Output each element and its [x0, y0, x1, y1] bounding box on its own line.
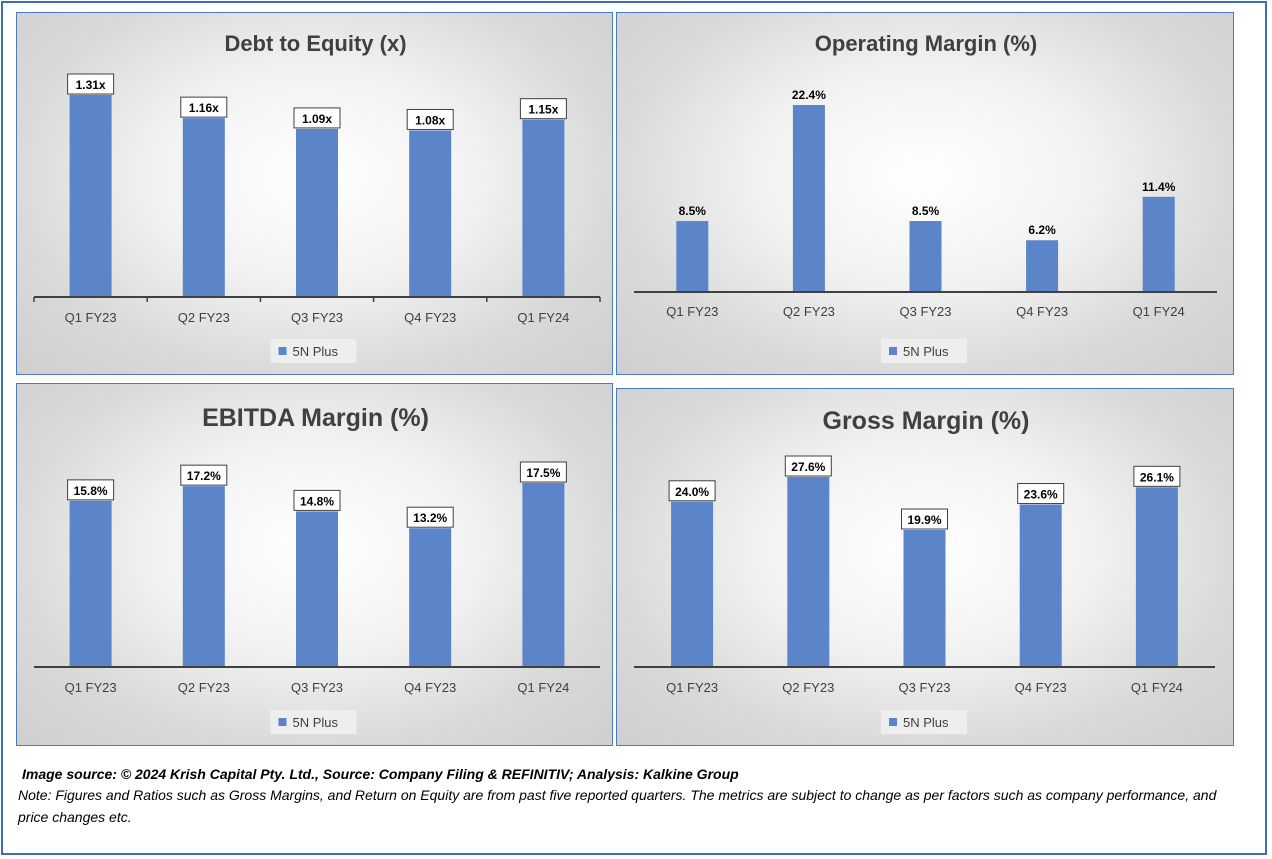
category-label: Q4 FY23 — [404, 310, 456, 325]
bar-q1-fy24 — [1135, 487, 1178, 667]
category-label: Q2 FY23 — [782, 680, 834, 695]
data-label: 1.31x — [76, 78, 106, 92]
bar-q3-fy23 — [903, 530, 946, 667]
category-label: Q4 FY23 — [1016, 304, 1068, 319]
bar-q1-fy23 — [676, 221, 709, 292]
data-label: 13.2% — [413, 511, 447, 525]
data-label: 22.4% — [792, 88, 826, 102]
category-label: Q1 FY23 — [666, 680, 718, 695]
data-label: 14.8% — [300, 494, 334, 508]
chart-title: Operating Margin (%) — [815, 31, 1037, 56]
category-label: Q2 FY23 — [178, 680, 230, 695]
data-label-box — [180, 464, 228, 486]
legend-label: 5N Plus — [903, 344, 949, 359]
data-label: 15.8% — [74, 484, 108, 498]
bar-q1-fy24 — [522, 483, 565, 667]
operating-margin-chart-panel: Operating Margin (%) 8.5% Q1 FY23 22.4% Q2 F… — [616, 12, 1234, 375]
bar-q1-fy24 — [522, 119, 565, 297]
data-label: 1.08x — [415, 113, 445, 127]
data-label-box — [1017, 483, 1065, 505]
legend-swatch — [889, 718, 897, 726]
data-label-box — [180, 96, 228, 118]
data-label: 1.09x — [302, 112, 332, 126]
category-label: Q3 FY23 — [291, 310, 343, 325]
data-label: 11.4% — [1142, 180, 1176, 194]
chart-title: Gross Margin (%) — [823, 407, 1030, 435]
bar-q3-fy23 — [296, 511, 338, 667]
legend-swatch — [889, 347, 897, 355]
data-label-box — [406, 506, 454, 528]
data-label: 24.0% — [675, 485, 709, 499]
data-label: 17.5% — [526, 466, 560, 480]
bar-q3-fy23 — [296, 128, 338, 297]
ebitda-margin-chart: EBITDA Margin (%) 15.8% Q1 FY23 17.2% Q2 FY2… — [34, 404, 600, 734]
bar-q3-fy23 — [909, 221, 942, 292]
data-label-box — [519, 461, 567, 483]
bar-q2-fy23 — [182, 486, 225, 667]
ebitda-margin-chart-panel: EBITDA Margin (%) 15.8% Q1 FY23 17.2% Q2 FY2… — [16, 383, 613, 746]
category-label: Q1 FY23 — [65, 680, 117, 695]
legend-label: 5N Plus — [903, 715, 949, 730]
gross-margin-chart: Gross Margin (%) 24.0% Q1 FY23 27.6% Q2 FY23… — [634, 407, 1215, 734]
bar-q4-fy23 — [1019, 504, 1062, 667]
data-label: 19.9% — [907, 513, 941, 527]
category-label: Q1 FY23 — [65, 310, 117, 325]
data-label-box — [67, 73, 115, 95]
bar-q4-fy23 — [409, 130, 452, 297]
bar-q2-fy23 — [792, 105, 825, 292]
legend-label: 5N Plus — [293, 344, 339, 359]
data-label-box — [67, 479, 115, 501]
bar-q4-fy23 — [1026, 240, 1059, 292]
category-label: Q1 FY24 — [517, 680, 569, 695]
category-label: Q2 FY23 — [178, 310, 230, 325]
data-label: 23.6% — [1024, 488, 1058, 502]
bar-q2-fy23 — [787, 477, 830, 667]
data-label-box — [406, 108, 454, 130]
bar-q1-fy23 — [69, 95, 112, 297]
category-label: Q3 FY23 — [899, 304, 951, 319]
bar-q1-fy23 — [671, 501, 714, 667]
bar-q1-fy23 — [69, 500, 112, 667]
category-label: Q1 FY24 — [1131, 680, 1183, 695]
note-text: Note: Figures and Ratios such as Gross M… — [18, 787, 1217, 825]
category-label: Q1 FY24 — [1133, 304, 1185, 319]
data-label: 1.15x — [528, 103, 558, 117]
data-label-box — [668, 480, 716, 502]
legend-swatch — [278, 718, 287, 726]
category-label: Q3 FY23 — [898, 680, 950, 695]
data-label: 8.5% — [679, 204, 707, 218]
category-label: Q3 FY23 — [291, 680, 343, 695]
bar-q4-fy23 — [409, 528, 452, 667]
data-label-box — [1133, 465, 1181, 487]
category-label: Q1 FY24 — [517, 310, 569, 325]
category-label: Q4 FY23 — [404, 680, 456, 695]
legend-swatch — [278, 347, 287, 355]
data-label: 8.5% — [912, 204, 940, 218]
bar-q2-fy23 — [182, 118, 225, 298]
data-label: 6.2% — [1028, 223, 1056, 237]
footer-notes: Image source: © 2024 Krish Capital Pty. … — [18, 764, 1248, 828]
debt-to-equity-chart: Debt to Equity (x) 1.31x Q1 FY23 1.16x Q2 FY… — [33, 31, 601, 363]
data-label-box — [293, 489, 341, 511]
operating-margin-chart: Operating Margin (%) 8.5% Q1 FY23 22.4% Q2 F… — [634, 31, 1217, 363]
image-source-text: Image source: © 2024 Krish Capital Pty. … — [22, 766, 739, 782]
data-label: 27.6% — [791, 460, 825, 474]
legend-label: 5N Plus — [293, 715, 339, 730]
chart-title: EBITDA Margin (%) — [202, 404, 429, 432]
debt-to-equity-chart-panel: Debt to Equity (x) 1.31x Q1 FY23 1.16x Q2 FY… — [16, 12, 613, 375]
gross-margin-chart-panel: Gross Margin (%) 24.0% Q1 FY23 27.6% Q2 FY23… — [616, 388, 1234, 746]
chart-title: Debt to Equity (x) — [224, 31, 406, 56]
data-label-box — [784, 455, 832, 477]
category-label: Q1 FY23 — [666, 304, 718, 319]
data-label: 17.2% — [187, 469, 221, 483]
bar-q1-fy24 — [1142, 196, 1175, 292]
category-label: Q2 FY23 — [783, 304, 835, 319]
data-label: 1.16x — [189, 101, 219, 115]
data-label-box — [519, 98, 567, 120]
data-label: 26.1% — [1140, 470, 1174, 484]
category-label: Q4 FY23 — [1015, 680, 1067, 695]
data-label-box — [293, 107, 341, 129]
data-label-box — [901, 508, 948, 530]
